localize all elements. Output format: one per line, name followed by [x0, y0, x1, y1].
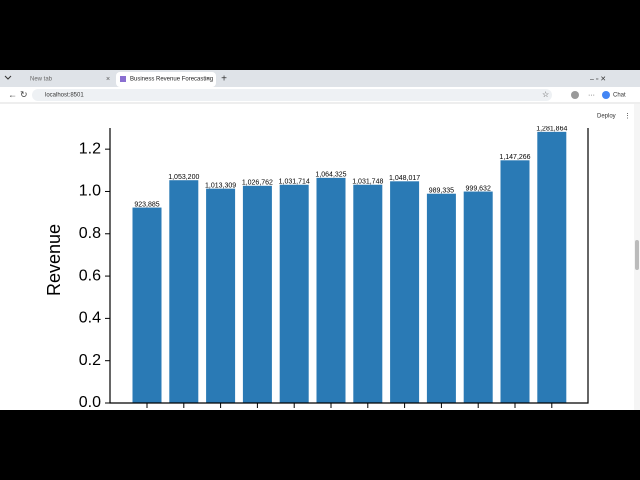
- bar: [353, 184, 383, 403]
- reload-button[interactable]: ↻: [20, 89, 28, 99]
- bar: [500, 160, 530, 403]
- url: localhost:8501: [45, 93, 84, 99]
- window-controls[interactable]: – ▫ ✕: [590, 76, 606, 83]
- value-label: 1,026,762: [242, 180, 273, 187]
- tab-title: New tab: [30, 77, 53, 83]
- tab-menu[interactable]: [4, 75, 12, 80]
- bar: [426, 193, 456, 403]
- tab-icon: [120, 76, 126, 82]
- tab-active[interactable]: [116, 72, 216, 87]
- tab-close[interactable]: ×: [206, 76, 210, 83]
- tab-title: Business Revenue Forecasting: [130, 77, 213, 83]
- chat-button[interactable]: Chat: [613, 93, 626, 99]
- y-tick-label: 0.0: [79, 394, 101, 411]
- value-label: 1,031,748: [352, 179, 383, 186]
- bar: [132, 207, 162, 403]
- bookmark-star[interactable]: ☆: [542, 90, 549, 99]
- value-label: 923,885: [134, 201, 159, 208]
- value-label: 1,281,864: [536, 126, 567, 133]
- scrollbar-thumb[interactable]: [635, 240, 639, 270]
- app-menu[interactable]: ⋮: [624, 113, 631, 120]
- y-axis-label: Revenue: [44, 224, 64, 296]
- value-label: 1,048,017: [389, 175, 420, 182]
- address-bar[interactable]: [32, 89, 552, 101]
- value-label: 989,335: [429, 188, 454, 195]
- profile[interactable]: [571, 91, 579, 99]
- bar: [242, 185, 272, 403]
- tab[interactable]: [18, 72, 114, 87]
- chart: Revenue 0.0 0.2 0.4 0.6 0.8 1.0 1.2 923,885 1,05…: [44, 126, 589, 411]
- value-label: 1,013,309: [205, 182, 236, 189]
- bar: [279, 184, 309, 403]
- value-label: 1,064,325: [315, 172, 346, 179]
- value-label: 999,632: [466, 185, 491, 192]
- y-tick-label: 0.6: [79, 267, 101, 284]
- value-label: 1,031,714: [279, 179, 310, 186]
- menu[interactable]: ···: [588, 92, 595, 99]
- deploy-button[interactable]: Deploy: [597, 114, 616, 120]
- value-label: 1,053,200: [168, 174, 199, 181]
- bar: [169, 180, 199, 403]
- back-button[interactable]: ←: [8, 89, 17, 99]
- y-tick-label: 0.8: [79, 225, 101, 242]
- bar: [463, 191, 493, 403]
- bar: [316, 177, 346, 403]
- value-label: 1,147,266: [499, 154, 530, 161]
- y-tick-label: 1.0: [79, 183, 101, 200]
- new-tab[interactable]: +: [221, 74, 227, 85]
- bar: [390, 181, 420, 403]
- y-tick-label: 0.4: [79, 310, 101, 327]
- bar: [206, 188, 236, 403]
- y-tick-label: 0.2: [79, 352, 101, 369]
- tab-close[interactable]: ×: [106, 76, 110, 83]
- y-tick-label: 1.2: [79, 140, 101, 157]
- chat-icon: [602, 91, 610, 99]
- bar: [537, 131, 567, 403]
- axes-frame: [109, 128, 589, 404]
